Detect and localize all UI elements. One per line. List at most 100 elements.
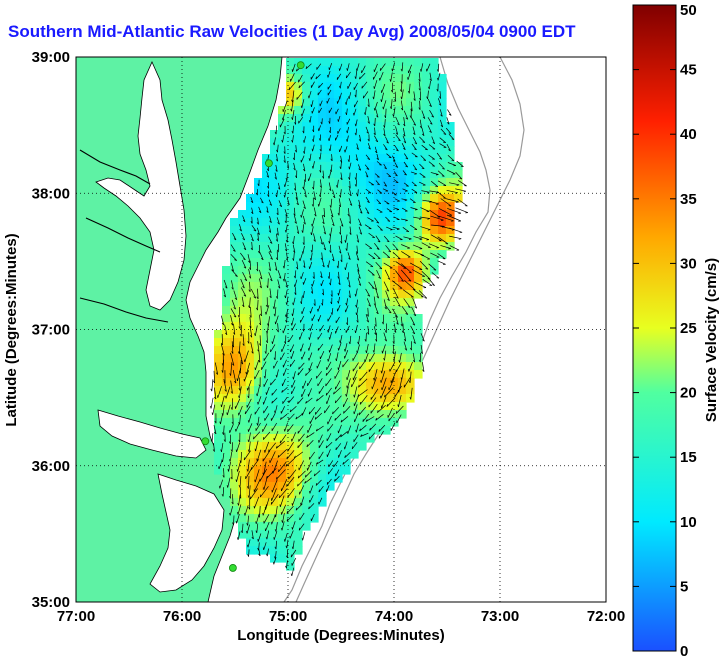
velocity-cell	[318, 186, 327, 195]
velocity-cell	[398, 402, 407, 411]
current-vector	[276, 469, 286, 480]
velocity-cell	[422, 98, 431, 107]
velocity-cell	[262, 322, 271, 331]
current-vector	[349, 335, 352, 345]
velocity-cell	[310, 66, 319, 75]
current-vector	[305, 368, 312, 376]
velocity-cell	[262, 410, 271, 419]
velocity-cell	[278, 298, 287, 307]
velocity-cell	[294, 298, 303, 307]
current-vector	[436, 191, 447, 199]
x-tick-label: 72:00	[587, 608, 625, 625]
current-vector-head	[392, 114, 394, 117]
velocity-cell	[254, 474, 263, 483]
current-vector	[437, 260, 446, 265]
current-vector	[237, 531, 241, 540]
current-vector	[439, 109, 443, 117]
hf-radar-stations	[201, 61, 305, 572]
current-vector	[327, 89, 332, 96]
velocity-cell	[310, 354, 319, 363]
current-vector	[287, 442, 294, 452]
velocity-cell	[310, 322, 319, 331]
current-vector	[357, 164, 362, 171]
velocity-cell	[358, 242, 367, 251]
velocity-cell	[342, 226, 351, 235]
current-vector-head	[245, 371, 247, 375]
current-vector-head	[456, 184, 460, 186]
velocity-cell	[286, 538, 295, 547]
current-vector-head	[230, 391, 233, 394]
velocity-cell	[294, 266, 303, 275]
current-vector-head	[379, 267, 383, 270]
current-vector-head	[458, 238, 462, 240]
velocity-cell	[318, 298, 327, 307]
current-vector	[292, 297, 296, 306]
velocity-cell	[238, 498, 247, 507]
velocity-cell	[350, 138, 359, 147]
current-vector-head	[340, 177, 343, 181]
velocity-cell	[382, 314, 391, 323]
current-vector	[359, 425, 367, 432]
current-vector-head	[311, 223, 313, 227]
current-vector	[394, 198, 400, 202]
current-vector	[242, 215, 246, 222]
velocity-cell	[310, 202, 319, 211]
velocity-cell	[246, 506, 255, 515]
current-vector-head	[321, 292, 324, 296]
velocity-cell	[230, 466, 239, 475]
velocity-cell	[390, 98, 399, 107]
velocity-cell	[438, 194, 447, 203]
velocity-cell	[318, 386, 327, 395]
current-vector-head	[268, 230, 271, 233]
velocity-cell	[358, 226, 367, 235]
velocity-cell	[326, 314, 335, 323]
current-vector-head	[297, 401, 299, 405]
current-vector	[282, 134, 285, 143]
velocity-cell	[398, 130, 407, 139]
current-vector	[449, 245, 460, 251]
current-vector	[367, 116, 370, 124]
current-vector-head	[344, 455, 346, 458]
velocity-cell	[222, 322, 231, 331]
velocity-cell	[414, 162, 423, 171]
velocity-cell	[326, 458, 335, 467]
current-vector	[308, 388, 312, 397]
velocity-cell	[262, 450, 271, 459]
current-vector-head	[275, 268, 278, 271]
velocity-cell	[358, 418, 367, 427]
current-vector-head	[286, 518, 289, 522]
current-vector	[446, 117, 450, 125]
current-vector-head	[302, 168, 306, 172]
velocity-cell	[406, 258, 415, 267]
current-vector	[325, 368, 333, 376]
current-vector	[401, 62, 404, 72]
velocity-cell	[286, 122, 295, 131]
velocity-cell	[326, 434, 335, 443]
velocity-cell	[302, 202, 311, 211]
current-vector	[298, 117, 303, 124]
current-vector	[347, 425, 352, 434]
velocity-cell	[246, 474, 255, 483]
current-vector-head	[409, 115, 412, 118]
current-vector	[279, 118, 285, 128]
velocity-cell	[278, 282, 287, 291]
velocity-cell	[294, 90, 303, 99]
current-vector-head	[329, 250, 332, 253]
velocity-cell	[342, 346, 351, 355]
current-vector	[436, 152, 443, 160]
current-vector	[409, 371, 412, 383]
current-vector-head	[273, 357, 276, 361]
current-vector-head	[290, 108, 292, 112]
current-vector	[263, 476, 268, 490]
current-vector	[305, 63, 312, 69]
velocity-cell	[278, 218, 287, 227]
velocity-cell	[350, 234, 359, 243]
current-vector-head	[407, 77, 409, 80]
velocity-cell	[366, 322, 375, 331]
velocity-cell	[254, 338, 263, 347]
velocity-cell	[254, 178, 263, 187]
current-vector-head	[291, 313, 293, 317]
velocity-cell	[382, 90, 391, 99]
velocity-cell	[382, 130, 391, 139]
